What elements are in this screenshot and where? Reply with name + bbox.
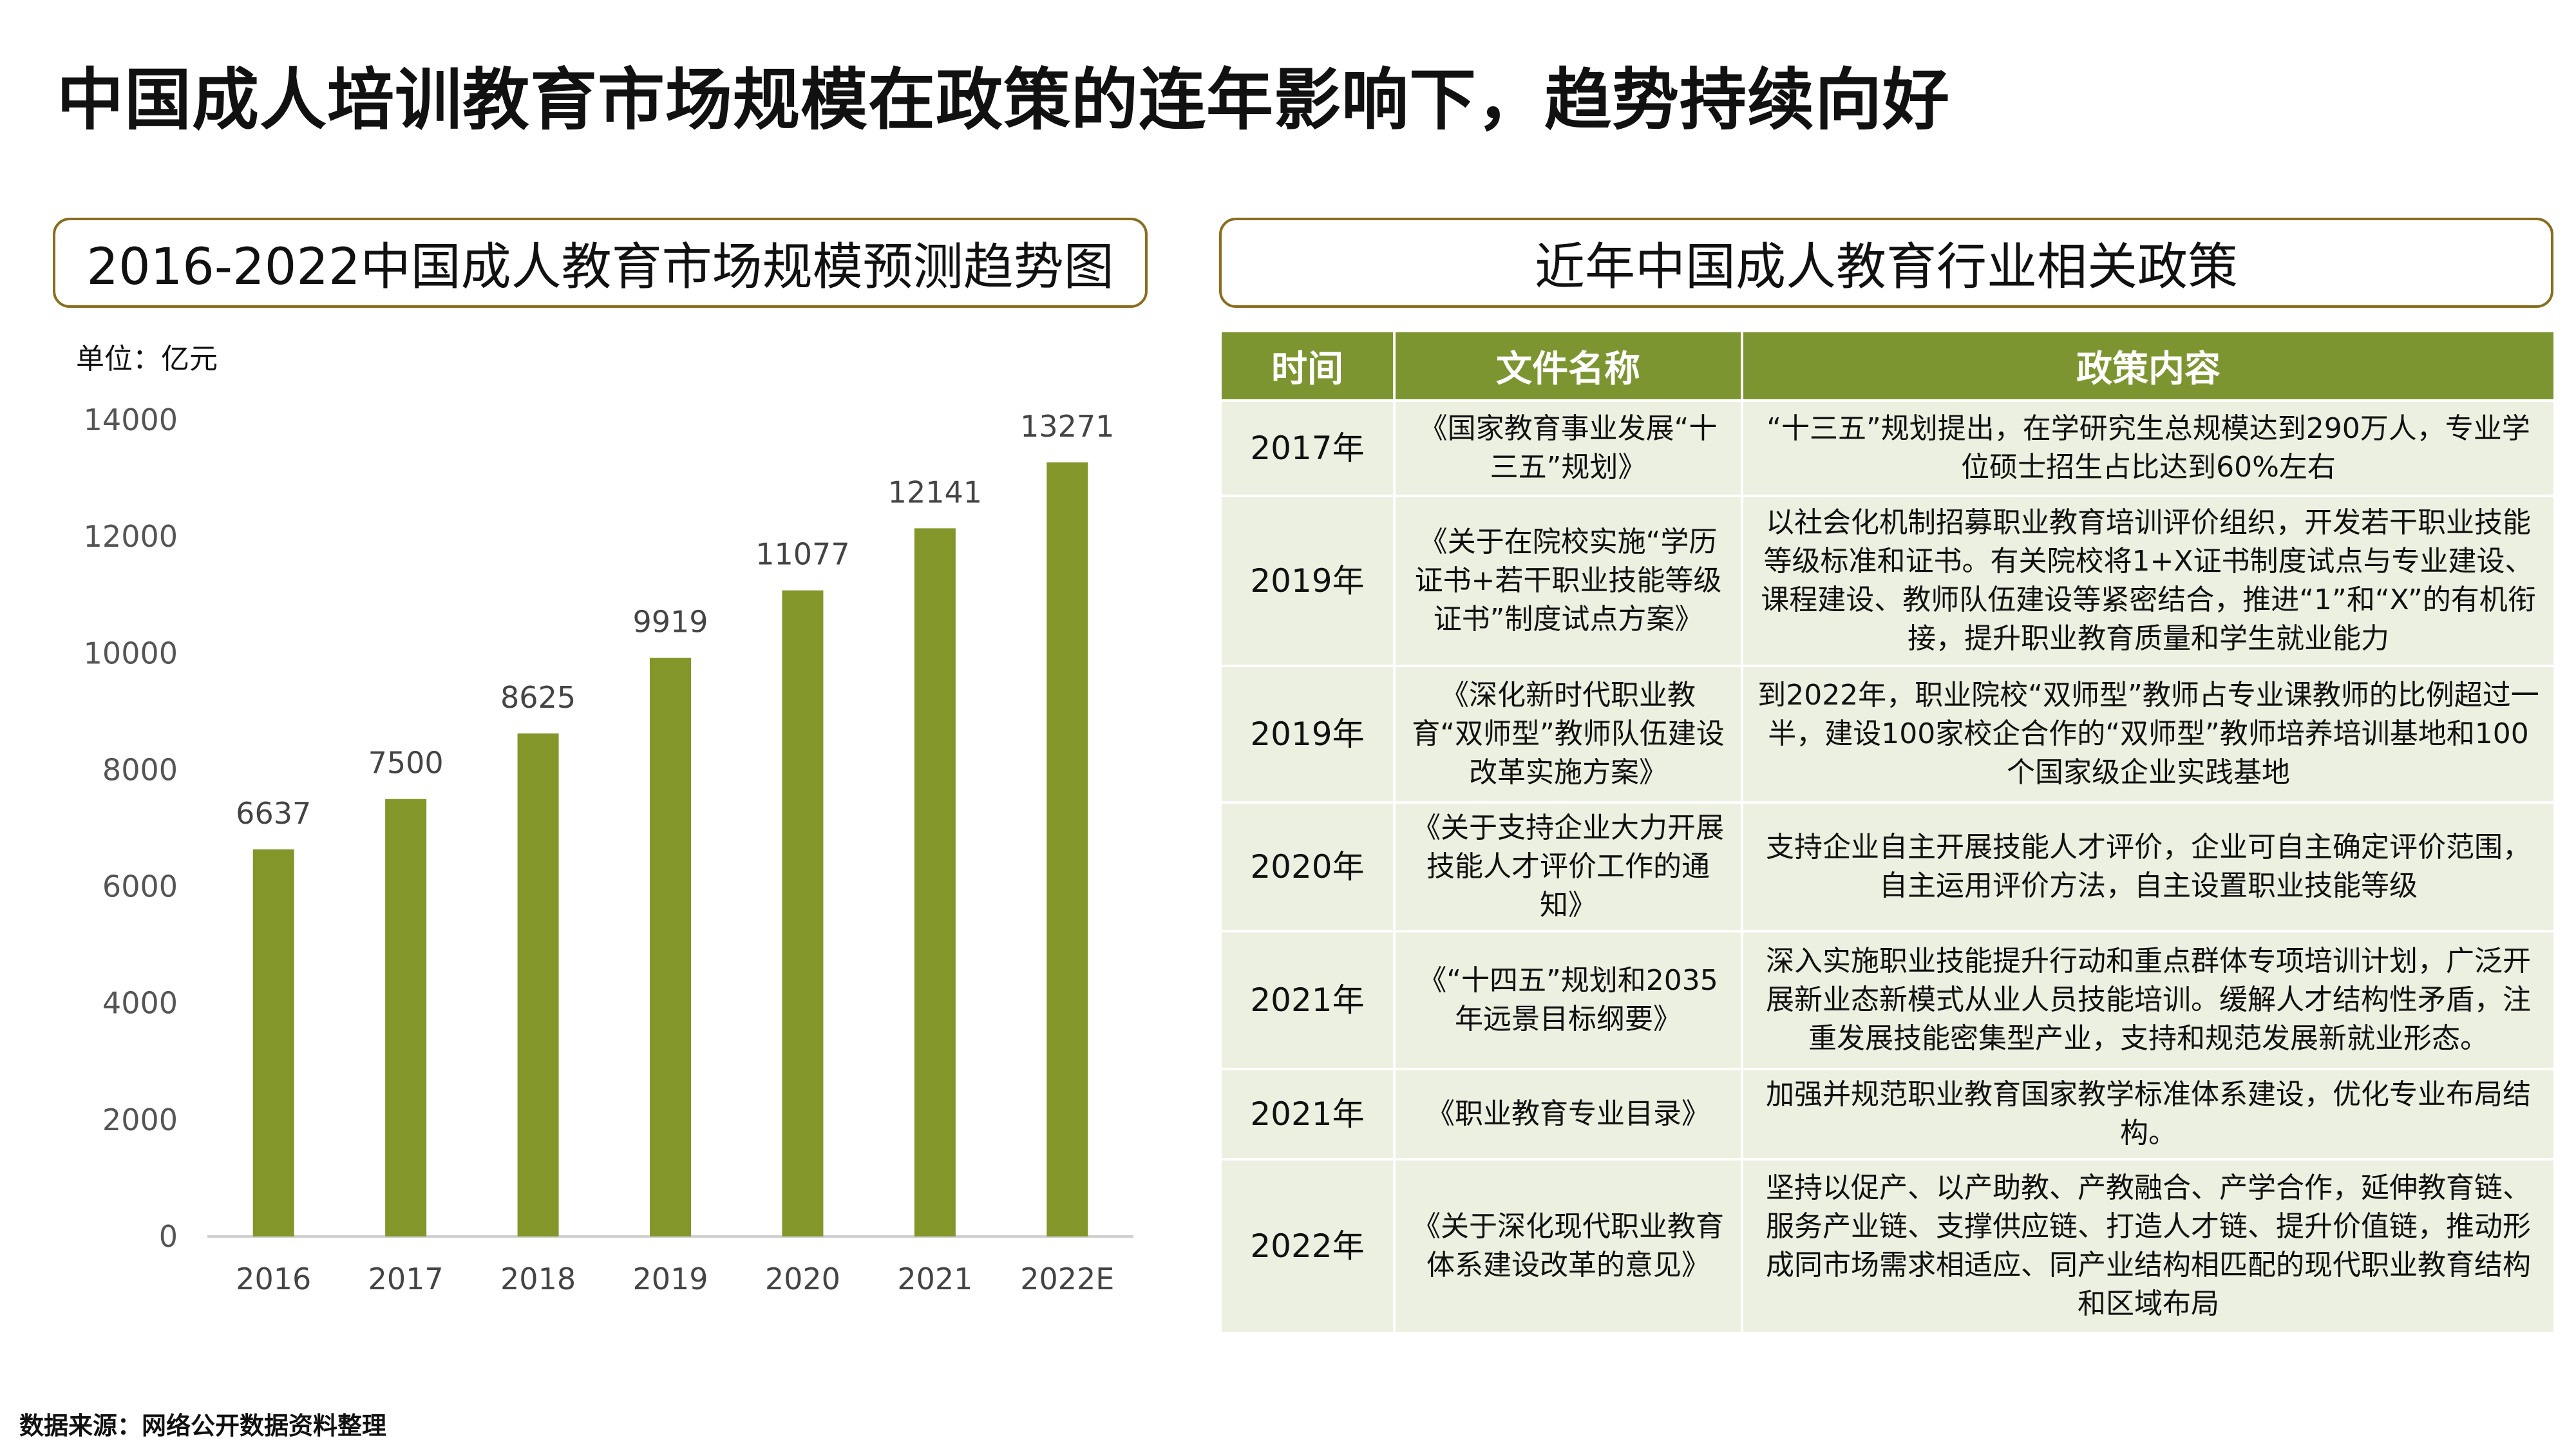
row-doc-name: 《关于深化现代职业教育体系建设改革的意见》	[1393, 1158, 1743, 1334]
bar-value-label: 8625	[500, 680, 576, 715]
bar-value-label: 13271	[1020, 409, 1114, 444]
row-content: 支持企业自主开展技能人才评价，企业可自主确定评价范围，自主运用评价方法，自主设置…	[1741, 801, 2556, 933]
table-row: 2020年 《关于支持企业大力开展技能人才评价工作的通知》 支持企业自主开展技能…	[1219, 801, 2556, 933]
column-header-time: 时间	[1219, 330, 1396, 402]
bar	[782, 590, 824, 1236]
y-tick-label: 0	[159, 1219, 178, 1254]
x-tick-label: 2017	[368, 1262, 444, 1296]
y-tick-label: 8000	[102, 752, 178, 787]
bar	[650, 658, 691, 1236]
market-size-bar-chart: 单位：亿元 0 2000 4000 6000 8000 10000 12000 14000 663…	[76, 343, 1133, 1296]
row-time: 2021年	[1219, 930, 1396, 1070]
y-tick-label: 6000	[102, 869, 178, 904]
bar-value-label: 9919	[632, 605, 708, 639]
row-doc-name: 《深化新时代职业教育“双师型”教师队伍建设改革实施方案》	[1393, 665, 1743, 804]
x-tick-label: 2019	[632, 1262, 708, 1296]
y-tick-label: 2000	[102, 1103, 178, 1137]
table-row: 2019年 《深化新时代职业教育“双师型”教师队伍建设改革实施方案》 到2022…	[1219, 665, 2556, 804]
row-time: 2019年	[1219, 495, 1396, 667]
x-tick-label: 2020	[765, 1262, 840, 1296]
chart-panel-header: 2016-2022中国成人教育市场规模预测趋势图	[53, 218, 1148, 308]
bar-value-label: 7500	[368, 746, 444, 781]
y-tick-label: 4000	[102, 986, 178, 1021]
x-tick-label: 2022E	[1020, 1262, 1114, 1296]
bar	[1046, 462, 1088, 1236]
row-doc-name: 《国家教育事业发展“十三五”规划》	[1393, 399, 1743, 497]
row-time: 2017年	[1219, 399, 1396, 497]
row-content: 到2022年，职业院校“双师型”教师占专业课教师的比例超过一半，建设100家校企…	[1741, 665, 2556, 804]
bar-value-label: 12141	[888, 475, 982, 509]
bar	[517, 733, 559, 1236]
x-tick-label: 2016	[236, 1262, 311, 1296]
column-header-content: 政策内容	[1741, 330, 2556, 402]
row-content: 加强并规范职业教育国家教学标准体系建设，优化专业布局结构。	[1741, 1068, 2556, 1160]
row-doc-name: 《职业教育专业目录》	[1393, 1068, 1743, 1160]
bar	[385, 799, 427, 1236]
column-header-doc-name: 文件名称	[1393, 330, 1743, 402]
row-content: 以社会化机制招募职业教育培训评价组织，开发若干职业技能等级标准和证书。有关院校将…	[1741, 495, 2556, 667]
row-doc-name: 《关于在院校实施“学历证书+若干职业技能等级证书”制度试点方案》	[1393, 495, 1743, 667]
row-content: 坚持以促产、以产助教、产教融合、产学合作，延伸教育链、服务产业链、支撑供应链、打…	[1741, 1158, 2556, 1334]
data-source-note: 数据来源：网络公开数据资料整理	[19, 1412, 387, 1440]
table-row: 2019年 《关于在院校实施“学历证书+若干职业技能等级证书”制度试点方案》 以…	[1219, 495, 2556, 667]
row-doc-name: 《关于支持企业大力开展技能人才评价工作的通知》	[1393, 801, 1743, 933]
row-doc-name: 《“十四五”规划和2035年远景目标纲要》	[1393, 930, 1743, 1070]
table-row: 2022年 《关于深化现代职业教育体系建设改革的意见》 坚持以促产、以产助教、产…	[1219, 1158, 2556, 1334]
row-time: 2021年	[1219, 1068, 1396, 1160]
y-tick-label: 10000	[84, 636, 178, 670]
y-tick-label: 14000	[84, 402, 178, 437]
bar-value-label: 11077	[755, 537, 849, 572]
y-tick-label: 12000	[84, 519, 178, 554]
unit-label: 单位：亿元	[76, 343, 218, 375]
row-time: 2022年	[1219, 1158, 1396, 1334]
row-content: “十三五”规划提出，在学研究生总规模达到290万人，专业学位硕士招生占比达到60…	[1741, 399, 2556, 497]
table-header-row: 时间 文件名称 政策内容	[1219, 330, 2556, 402]
table-row: 2021年 《“十四五”规划和2035年远景目标纲要》 深入实施职业技能提升行动…	[1219, 930, 2556, 1070]
bar	[914, 528, 956, 1236]
row-time: 2019年	[1219, 665, 1396, 804]
table-row: 2017年 《国家教育事业发展“十三五”规划》 “十三五”规划提出，在学研究生总…	[1219, 399, 2556, 497]
page-title: 中国成人培训教育市场规模在政策的连年影响下，趋势持续向好	[57, 61, 1951, 139]
x-tick-label: 2021	[897, 1262, 972, 1296]
table-panel-header: 近年中国成人教育行业相关政策	[1219, 218, 2553, 308]
policy-table: 时间 文件名称 政策内容 2017年 《国家教育事业发展“十三五”规划》 “十三…	[1219, 330, 2556, 1334]
bar	[252, 849, 294, 1236]
bar-value-label: 6637	[236, 796, 311, 831]
row-content: 深入实施职业技能提升行动和重点群体专项培训计划，广泛开展新业态新模式从业人员技能…	[1741, 930, 2556, 1070]
row-time: 2020年	[1219, 801, 1396, 933]
table-row: 2021年 《职业教育专业目录》 加强并规范职业教育国家教学标准体系建设，优化专…	[1219, 1068, 2556, 1160]
x-tick-label: 2018	[500, 1262, 576, 1296]
